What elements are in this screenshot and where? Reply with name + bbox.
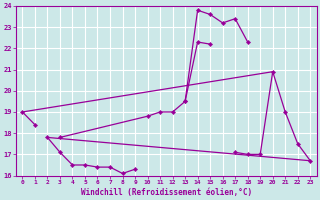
X-axis label: Windchill (Refroidissement éolien,°C): Windchill (Refroidissement éolien,°C) <box>81 188 252 197</box>
